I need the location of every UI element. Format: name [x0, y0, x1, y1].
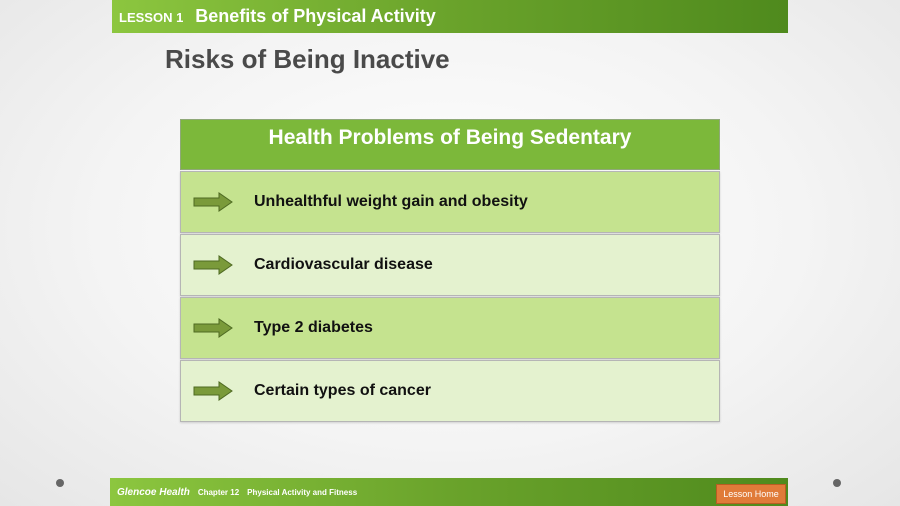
list-item-text: Certain types of cancer [254, 382, 431, 399]
right-arrow-icon [193, 318, 233, 338]
right-arrow-icon [193, 255, 233, 275]
list-item-text: Type 2 diabetes [254, 319, 373, 336]
lesson-header-bar: LESSON 1 Benefits of Physical Activity [112, 0, 788, 33]
footer-bar: Glencoe Health Chapter 12 Physical Activ… [110, 478, 788, 506]
list-item: Certain types of cancer [180, 360, 720, 422]
list-item: Unhealthful weight gain and obesity [180, 171, 720, 233]
footer-chapter: Chapter 12 [197, 487, 240, 497]
list-item: Type 2 diabetes [180, 297, 720, 359]
footer-topic: Physical Activity and Fitness [247, 487, 358, 497]
table-header-text: Health Problems of Being Sedentary [268, 126, 632, 149]
list-item-text: Unhealthful weight gain and obesity [254, 193, 528, 210]
right-arrow-icon [193, 381, 233, 401]
list-item-text: Cardiovascular disease [254, 256, 433, 273]
footer-brand: Glencoe Health [117, 486, 190, 498]
lesson-title: Benefits of Physical Activity [195, 6, 436, 26]
health-problems-table: Health Problems of Being Sedentary Unhea… [180, 119, 720, 422]
table-header: Health Problems of Being Sedentary [180, 119, 720, 170]
lesson-home-label: Lesson Home [723, 489, 779, 499]
list-item: Cardiovascular disease [180, 234, 720, 296]
right-arrow-icon [193, 192, 233, 212]
lesson-label: LESSON 1 [119, 10, 184, 25]
previous-dot-icon[interactable] [56, 479, 64, 487]
slide-title: Risks of Being Inactive [165, 44, 450, 74]
next-dot-icon[interactable] [833, 479, 841, 487]
lesson-home-button[interactable]: Lesson Home [716, 484, 786, 504]
